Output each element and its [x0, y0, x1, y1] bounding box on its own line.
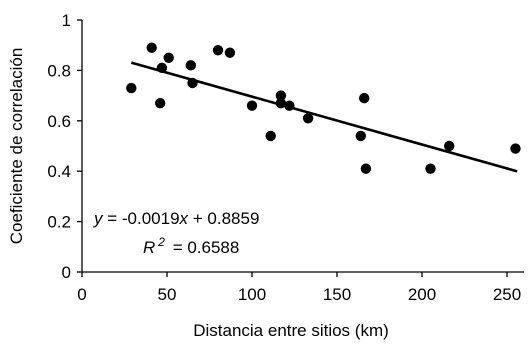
trendline [130, 61, 518, 173]
data-point [444, 140, 455, 152]
data-point [155, 97, 166, 109]
equation-intercept: + 0.8859 [188, 209, 259, 228]
x-tick-label: 50 [158, 285, 177, 304]
y-tick-label: 0.8 [47, 61, 71, 80]
data-point [275, 97, 287, 109]
data-points [126, 42, 521, 174]
x-tick-label: 250 [493, 285, 521, 304]
r-squared-var: R [143, 238, 155, 257]
y-tick-label: 0.6 [47, 112, 71, 131]
y-tick-label: 1 [62, 11, 71, 30]
y-tick-label: 0.4 [47, 162, 71, 181]
data-point [146, 42, 157, 53]
data-point [510, 143, 521, 154]
data-point [275, 90, 287, 101]
equation-slope: = -0.0019 [103, 209, 180, 228]
equation-x-var: x [179, 209, 189, 228]
y-tick-label: 0.2 [47, 213, 71, 232]
data-point [185, 60, 196, 71]
r-squared-exponent: 2 [157, 235, 165, 249]
x-tick-label: 100 [238, 285, 266, 304]
data-point [359, 92, 370, 104]
data-point [302, 113, 314, 124]
data-point [425, 163, 436, 174]
data-point [246, 100, 258, 111]
y-axis-label: Coeficiente de correlación [7, 48, 26, 245]
y-tick-label: 0 [62, 263, 71, 282]
x-tick-label: 150 [323, 285, 351, 304]
equation-text: y = -0.0019x + 0.8859 [93, 209, 259, 228]
data-point [163, 52, 174, 63]
data-point [360, 163, 372, 174]
r-squared-value: = 0.6588 [168, 238, 239, 257]
data-point [284, 100, 295, 111]
trendline-group [130, 61, 518, 173]
data-point [212, 45, 224, 56]
x-axis-label: Distancia entre sitios (km) [193, 321, 389, 340]
x-tick-label: 200 [408, 285, 436, 304]
data-point [187, 77, 198, 89]
ticks: 0 0.2 0.4 0.6 0.8 1 0 50 100 150 200 250 [47, 11, 521, 304]
data-point [126, 82, 137, 94]
equation-y-var: y [93, 209, 104, 228]
data-point [355, 130, 366, 142]
data-point [224, 47, 236, 58]
axes [81, 20, 524, 273]
data-point [156, 62, 168, 74]
data-point [265, 130, 276, 142]
x-tick-label: 0 [77, 285, 86, 304]
